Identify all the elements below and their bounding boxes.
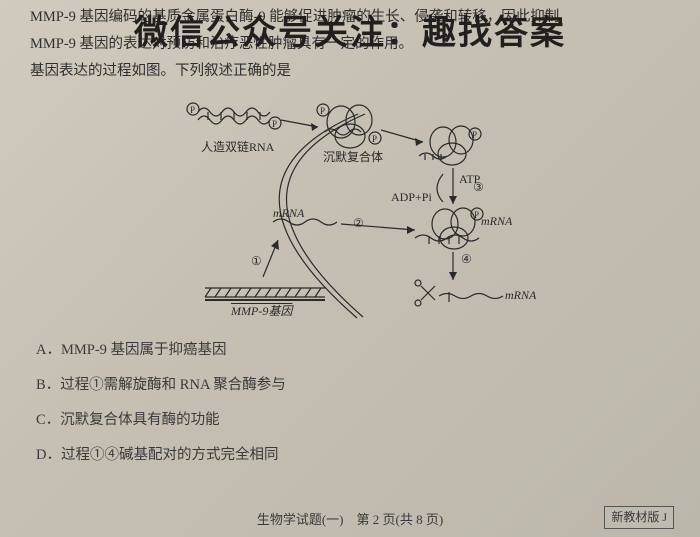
answer-choices: A．MMP-9 基因属于抑癌基因 B．过程①需解旋酶和 RNA 聚合酶参与 C．… <box>30 339 676 468</box>
page-footer: 生物学试题(一) 第 2 页(共 8 页) <box>0 510 700 531</box>
biology-diagram: P P P P P <box>143 92 563 327</box>
label-step4: ④ <box>461 250 472 269</box>
label-gene: MMP-9基因 <box>231 302 292 321</box>
label-adp: ADP+Pi <box>391 188 432 207</box>
question-stem: MMP-9 基因编码的基质金属蛋白酶-9 能够促进肿瘤的生长、侵袭和转移，因此抑… <box>30 6 676 84</box>
label-mrna-2: mRNA <box>481 212 512 231</box>
choice-c: C．沉默复合体具有酶的功能 <box>36 409 676 432</box>
svg-text:P: P <box>474 210 479 220</box>
label-mrna-1: mRNA <box>273 204 304 223</box>
exam-page: 微信公众号关注：趣找答案 MMP-9 基因编码的基质金属蛋白酶-9 能够促进肿瘤… <box>0 0 700 537</box>
stem-line-1: MMP-9 基因编码的基质金属蛋白酶-9 能够促进肿瘤的生长、侵袭和转移，因此抑… <box>30 6 676 29</box>
svg-text:P: P <box>320 106 325 116</box>
label-step1: ① <box>251 252 262 271</box>
diagram-svg: P P P P P <box>143 92 563 327</box>
label-step3: ③ <box>473 178 484 197</box>
svg-text:P: P <box>190 105 195 115</box>
choice-d: D．过程①④碱基配对的方式完全相同 <box>36 444 676 467</box>
label-mrna-3: mRNA <box>505 286 536 305</box>
label-dsrna: 人造双链RNA <box>201 138 274 157</box>
edition-box: 新教材版 J <box>604 506 674 529</box>
svg-text:P: P <box>472 130 477 140</box>
stem-line-2: MMP-9 基因的表达对预防和治疗恶性肿瘤具有一定的作用。 <box>30 33 676 56</box>
choice-b: B．过程①需解旋酶和 RNA 聚合酶参与 <box>36 374 676 397</box>
label-step2: ② <box>353 214 364 233</box>
stem-line-3: 基因表达的过程如图。下列叙述正确的是 <box>30 60 676 83</box>
svg-text:P: P <box>372 134 377 144</box>
label-silence-complex: 沉默复合体 <box>323 148 383 167</box>
svg-text:P: P <box>272 119 277 129</box>
choice-a: A．MMP-9 基因属于抑癌基因 <box>36 339 676 362</box>
stem-line-2a: MMP-9 基因的表达对预防和治疗恶性肿瘤具有一定的作用。 <box>30 36 413 52</box>
